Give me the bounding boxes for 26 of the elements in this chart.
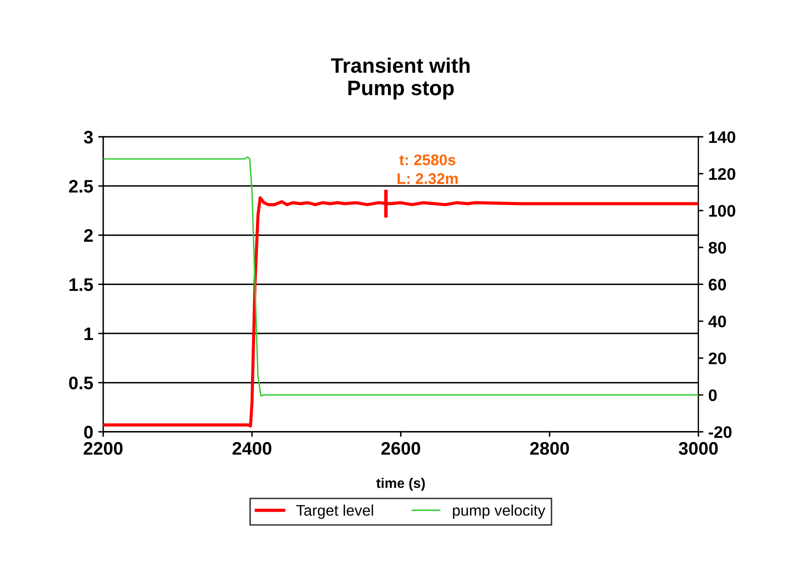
legend-label: Target level [296,504,374,519]
y-tick-label: 3 [84,130,93,144]
annotation: t: 2580s L: 2.32m [398,154,458,184]
y-tick-label: 1.5 [70,278,93,292]
y2-tick-label: 80 [708,242,726,254]
x-tick-label: 2800 [530,442,569,455]
x-tick-label: 3000 [678,442,718,455]
y2-tick-label: 120 [709,168,736,180]
y2-tick-label: 0 [708,389,717,402]
x-tick-label: 2400 [232,442,272,455]
y-tick-label: 0.5 [69,376,93,390]
y-tick-label: 1 [84,328,93,340]
y-tick-label: 0 [84,426,93,439]
y2-tick-label: 60 [708,278,726,291]
x-axis-title: time (s) [376,478,425,491]
x-tick-label: 2600 [381,442,420,455]
y-tick-label: 2.5 [69,180,93,193]
chart-title: Transient with Pump stop [331,58,470,100]
legend-label: pump velocity [452,504,546,519]
y2-tick-label: 40 [708,316,726,328]
y2-tick-label: 140 [709,131,736,144]
y2-tick-label: -20 [708,426,732,438]
y2-tick-label: 100 [709,204,736,217]
y-tick-label: 2 [84,229,93,242]
x-tick-label: 2200 [84,442,123,455]
y2-tick-label: 20 [708,352,726,364]
